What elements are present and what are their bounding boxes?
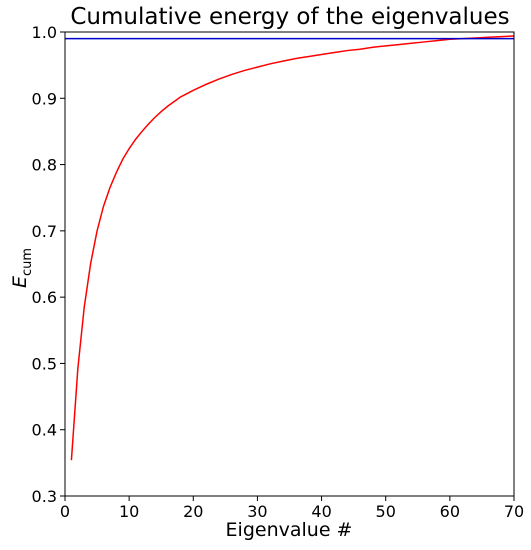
x-axis-label: Eigenvalue # [226, 519, 353, 541]
x-tick-label: 20 [183, 502, 203, 521]
x-tick-label: 70 [504, 502, 524, 521]
y-axis-label-subscript: cum [20, 248, 35, 276]
y-axis-ticks: 0.3 0.4 0.5 0.6 0.7 0.8 0.9 1.0 [32, 23, 65, 506]
y-tick-label: 0.5 [32, 354, 57, 373]
x-axis-ticks: 0 10 20 30 40 50 60 70 [60, 496, 524, 521]
y-tick-label: 0.3 [32, 487, 57, 506]
y-tick-label: 0.9 [32, 89, 57, 108]
x-tick-label: 40 [311, 502, 331, 521]
y-tick-label: 0.7 [32, 222, 57, 241]
x-tick-label: 60 [440, 502, 460, 521]
chart-title: Cumulative energy of the eigenvalues [70, 4, 509, 30]
x-tick-label: 30 [247, 502, 267, 521]
y-tick-label: 0.4 [32, 421, 57, 440]
plot-frame [64, 31, 515, 497]
y-axis-label-main: E [9, 276, 31, 288]
y-tick-label: 1.0 [32, 23, 57, 42]
x-tick-label: 0 [60, 502, 70, 521]
series-line-1 [70, 35, 515, 461]
x-tick-label: 50 [376, 502, 396, 521]
y-tick-label: 0.8 [32, 156, 57, 175]
x-tick-label: 10 [119, 502, 139, 521]
plot-area [65, 35, 515, 461]
y-tick-label: 0.6 [32, 288, 57, 307]
y-axis-label: Ecum [9, 248, 35, 288]
